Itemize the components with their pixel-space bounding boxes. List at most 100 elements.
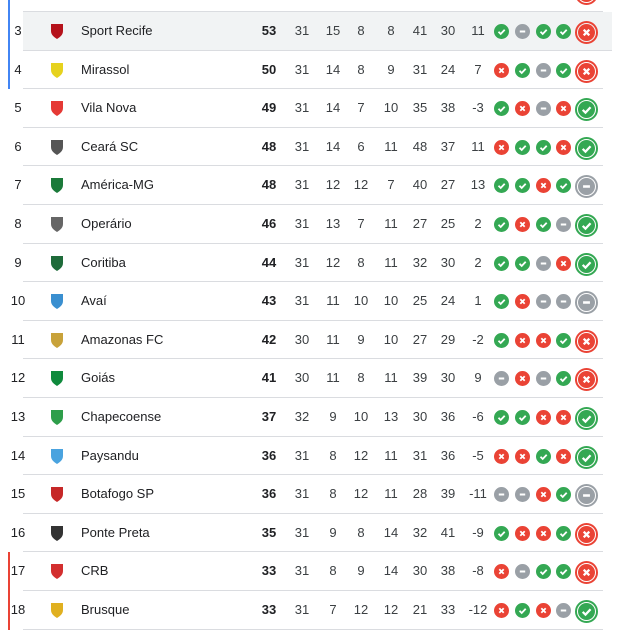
team-name[interactable]: Brusque [81,591,129,629]
team-name[interactable]: Ceará SC [81,128,138,166]
form-loss-icon[interactable] [494,564,509,579]
form-win-icon[interactable] [536,449,551,464]
form-win-icon[interactable] [494,24,509,39]
form-loss-icon[interactable] [556,101,571,116]
form-draw-icon[interactable] [494,371,509,386]
form-win-icon[interactable] [575,98,598,121]
form-loss-icon[interactable] [575,330,598,353]
form-draw-icon[interactable] [536,294,551,309]
form-loss-icon[interactable] [494,63,509,78]
team-name[interactable]: Goiás [81,359,115,397]
team-name[interactable]: Ponte Preta [81,514,150,552]
form-draw-icon[interactable] [556,603,571,618]
form-win-icon[interactable] [494,101,509,116]
form-win-icon[interactable] [575,407,598,430]
form-loss-icon[interactable] [556,140,571,155]
form-win-icon[interactable] [494,294,509,309]
form-loss-icon[interactable] [575,368,598,391]
form-loss-icon[interactable] [515,101,530,116]
form-win-icon[interactable] [556,178,571,193]
form-loss-icon[interactable] [575,523,598,546]
form-loss-icon[interactable] [515,526,530,541]
team-name[interactable]: Paysandu [81,437,139,475]
form-loss-icon[interactable] [556,449,571,464]
form-loss-icon[interactable] [536,410,551,425]
team-name[interactable]: Operário [81,205,132,243]
form-draw-icon[interactable] [536,256,551,271]
form-win-icon[interactable] [515,178,530,193]
team-name[interactable]: Botafogo SP [81,475,154,513]
form-win-icon[interactable] [556,63,571,78]
form-loss-icon[interactable] [494,603,509,618]
form-loss-icon[interactable] [536,526,551,541]
team-name[interactable]: Coritiba [81,244,126,282]
form-win-icon[interactable] [556,487,571,502]
form-loss-icon[interactable] [536,487,551,502]
form-loss-icon[interactable] [575,561,598,584]
form-draw-icon[interactable] [556,294,571,309]
form-loss-icon[interactable] [556,256,571,271]
form-win-icon[interactable] [575,214,598,237]
form-loss-icon[interactable] [515,449,530,464]
team-name[interactable]: Chapecoense [81,398,161,436]
team-name[interactable]: Sport Recife [81,12,153,50]
form-draw-icon[interactable] [515,564,530,579]
team-name[interactable]: Vila Nova [81,89,136,127]
form-win-icon[interactable] [515,256,530,271]
form-win-icon[interactable] [575,600,598,623]
form-loss-icon[interactable] [575,21,598,44]
form-win-icon[interactable] [494,410,509,425]
form-win-icon[interactable] [515,140,530,155]
form-win-icon[interactable] [494,178,509,193]
form-win-icon[interactable] [556,526,571,541]
form-draw-icon[interactable] [515,487,530,502]
form-loss-icon[interactable] [515,294,530,309]
team-name[interactable]: Amazonas FC [81,321,163,359]
table-row[interactable]: 2 [23,0,603,12]
form-win-icon[interactable] [515,63,530,78]
form-draw-icon[interactable] [575,291,598,314]
form-win-icon[interactable] [575,137,598,160]
form-draw-icon[interactable] [536,101,551,116]
form-win-icon[interactable] [515,410,530,425]
form-win-icon[interactable] [556,371,571,386]
form-loss-icon[interactable] [575,60,598,83]
form-loss-icon[interactable] [575,0,598,5]
form-draw-icon[interactable] [515,24,530,39]
form-win-icon[interactable] [575,253,598,276]
form-loss-icon[interactable] [536,333,551,348]
form-loss-icon[interactable] [494,140,509,155]
form-loss-icon[interactable] [494,449,509,464]
form-loss-icon[interactable] [556,410,571,425]
form-win-icon[interactable] [536,24,551,39]
form-win-icon[interactable] [556,564,571,579]
form-draw-icon[interactable] [575,175,598,198]
form-win-icon[interactable] [575,446,598,469]
form-win-icon[interactable] [494,333,509,348]
form-loss-icon[interactable] [515,371,530,386]
form-win-icon[interactable] [494,526,509,541]
team-name[interactable]: Mirassol [81,51,129,89]
form-win-icon[interactable] [556,24,571,39]
form-win-icon[interactable] [536,140,551,155]
form-win-icon[interactable] [494,256,509,271]
team-name[interactable]: CRB [81,552,108,590]
team-name[interactable]: Avaí [81,282,107,320]
form-draw-icon[interactable] [494,487,509,502]
form-draw-icon[interactable] [536,371,551,386]
form-loss-icon[interactable] [536,178,551,193]
form-win-icon[interactable] [515,603,530,618]
